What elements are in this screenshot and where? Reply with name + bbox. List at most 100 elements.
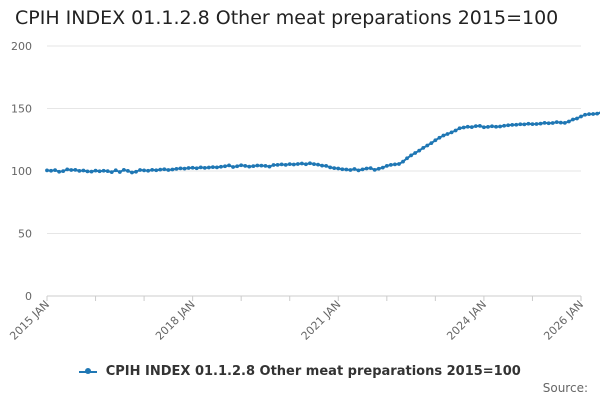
data-point[interactable] [518, 122, 523, 127]
data-point[interactable] [425, 143, 430, 148]
data-point[interactable] [263, 163, 268, 168]
data-point[interactable] [324, 163, 329, 168]
data-point[interactable] [421, 145, 426, 150]
data-point[interactable] [130, 170, 134, 175]
data-point[interactable] [433, 138, 438, 143]
data-point[interactable] [413, 151, 418, 155]
data-point[interactable] [210, 165, 215, 170]
data-point[interactable] [388, 162, 393, 167]
data-point[interactable] [121, 167, 126, 172]
data-point[interactable] [502, 123, 507, 128]
data-point[interactable] [190, 165, 195, 170]
data-point[interactable] [494, 124, 498, 129]
data-point[interactable] [356, 168, 361, 173]
data-point[interactable] [482, 125, 486, 130]
data-point[interactable] [332, 166, 337, 171]
data-point[interactable] [364, 166, 369, 171]
data-point[interactable] [93, 168, 98, 173]
data-point[interactable] [514, 122, 519, 127]
data-point[interactable] [215, 165, 219, 170]
data-point[interactable] [550, 121, 555, 125]
legend[interactable]: CPIH INDEX 01.1.2.8 Other meat preparati… [0, 364, 600, 379]
data-point[interactable] [384, 163, 389, 168]
data-point[interactable] [287, 162, 292, 167]
data-point[interactable] [441, 133, 446, 138]
data-point[interactable] [81, 168, 86, 173]
data-point[interactable] [105, 169, 110, 174]
data-point[interactable] [429, 141, 434, 146]
data-point[interactable] [372, 167, 377, 172]
data-point[interactable] [279, 162, 284, 167]
data-point[interactable] [247, 164, 252, 169]
data-point[interactable] [558, 120, 563, 125]
data-point[interactable] [235, 164, 240, 169]
data-point[interactable] [469, 125, 474, 130]
data-point[interactable] [202, 165, 207, 170]
data-point[interactable] [316, 162, 320, 167]
data-point[interactable] [97, 169, 102, 174]
data-point[interactable] [449, 130, 454, 135]
data-point[interactable] [393, 162, 397, 167]
data-point[interactable] [417, 148, 422, 153]
data-point[interactable] [360, 167, 365, 172]
data-point[interactable] [562, 120, 567, 125]
data-point[interactable] [352, 167, 357, 171]
data-point[interactable] [405, 156, 409, 161]
data-point[interactable] [380, 165, 385, 170]
data-point[interactable] [113, 168, 118, 173]
data-point[interactable] [138, 168, 142, 172]
data-point[interactable] [344, 167, 349, 172]
data-point[interactable] [538, 121, 543, 126]
data-point[interactable] [465, 124, 470, 129]
data-point[interactable] [490, 124, 494, 129]
data-point[interactable] [401, 159, 405, 164]
data-point[interactable] [178, 166, 183, 171]
data-point[interactable] [243, 163, 248, 168]
data-point[interactable] [510, 122, 515, 127]
data-point[interactable] [498, 124, 502, 129]
data-point[interactable] [158, 167, 163, 172]
data-point[interactable] [251, 164, 256, 169]
data-point[interactable] [587, 112, 591, 117]
data-point[interactable] [61, 169, 66, 174]
data-point[interactable] [328, 165, 333, 170]
data-point[interactable] [239, 163, 244, 168]
data-point[interactable] [206, 165, 211, 170]
data-point[interactable] [320, 163, 324, 168]
data-point[interactable] [542, 120, 547, 125]
data-point[interactable] [591, 112, 596, 116]
data-point[interactable] [69, 168, 74, 172]
data-point[interactable] [291, 162, 296, 167]
data-point[interactable] [53, 168, 57, 173]
data-point[interactable] [473, 124, 478, 129]
data-point[interactable] [101, 168, 106, 173]
data-point[interactable] [283, 162, 288, 167]
data-point[interactable] [522, 122, 527, 127]
data-point[interactable] [198, 165, 203, 170]
data-point[interactable] [77, 168, 82, 173]
data-point[interactable] [259, 163, 264, 168]
data-point[interactable] [231, 165, 235, 169]
data-point[interactable] [461, 125, 466, 130]
data-point[interactable] [85, 169, 90, 174]
data-point[interactable] [271, 163, 276, 167]
data-point[interactable] [526, 121, 531, 126]
data-point[interactable] [336, 166, 341, 171]
data-point[interactable] [275, 162, 280, 167]
data-point[interactable] [162, 167, 167, 172]
data-point[interactable] [308, 161, 312, 166]
data-point[interactable] [174, 166, 179, 171]
data-point[interactable] [227, 163, 231, 168]
data-point[interactable] [453, 128, 458, 133]
data-point[interactable] [530, 122, 535, 127]
data-point[interactable] [409, 153, 413, 158]
data-point[interactable] [457, 126, 462, 131]
data-point[interactable] [150, 167, 155, 172]
data-point[interactable] [89, 169, 94, 174]
data-point[interactable] [194, 166, 199, 171]
data-point[interactable] [223, 164, 227, 169]
data-point[interactable] [142, 168, 146, 173]
data-point[interactable] [126, 168, 130, 173]
data-point[interactable] [219, 164, 223, 169]
data-point[interactable] [348, 168, 353, 172]
